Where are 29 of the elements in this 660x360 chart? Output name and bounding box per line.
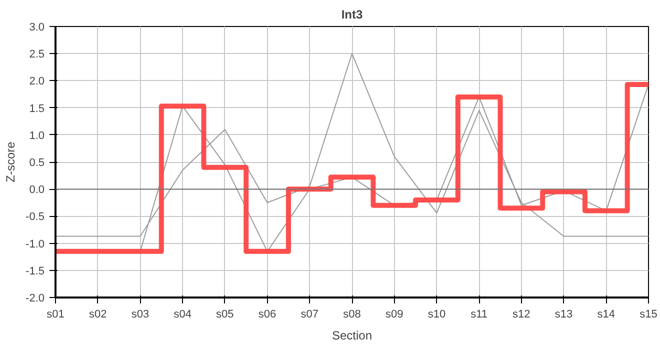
x-axis-title: Section: [332, 328, 372, 342]
x-tick-label: s15: [640, 308, 658, 320]
x-tick-label: s09: [385, 308, 404, 320]
chart-title: Int3: [341, 8, 363, 22]
y-tick-label: -0.5: [26, 211, 45, 224]
x-tick-label: s03: [131, 308, 150, 320]
x-tick-label: s02: [88, 308, 107, 320]
x-tick-label: s12: [512, 308, 530, 320]
y-tick-label: -2.0: [26, 292, 45, 304]
y-tick-label: 1.5: [29, 102, 45, 115]
x-tick-label: s11: [470, 308, 488, 320]
y-tick-label: 2.0: [29, 76, 45, 88]
y-tick-label: 0.5: [29, 157, 45, 169]
y-tick-label: -1.0: [26, 238, 45, 250]
y-tick-label: 2.5: [29, 48, 45, 61]
y-axis-title: Z-score: [4, 141, 18, 182]
x-tick-label: s04: [174, 308, 192, 320]
y-tick-label: 1.0: [29, 130, 45, 142]
x-tick-label: s08: [343, 308, 361, 320]
y-tick-label: 0.0: [29, 184, 45, 196]
x-tick-label: s07: [300, 308, 319, 320]
x-tick-label: s05: [216, 308, 234, 320]
x-tick-label: s01: [46, 308, 64, 320]
y-tick-label: 3.0: [29, 22, 45, 34]
x-tick-label: s14: [597, 308, 616, 320]
x-tick-label: s06: [258, 308, 276, 320]
x-tick-label: s13: [554, 308, 573, 320]
x-tick-label: s10: [428, 308, 446, 320]
y-tick-label: -1.5: [26, 265, 45, 278]
